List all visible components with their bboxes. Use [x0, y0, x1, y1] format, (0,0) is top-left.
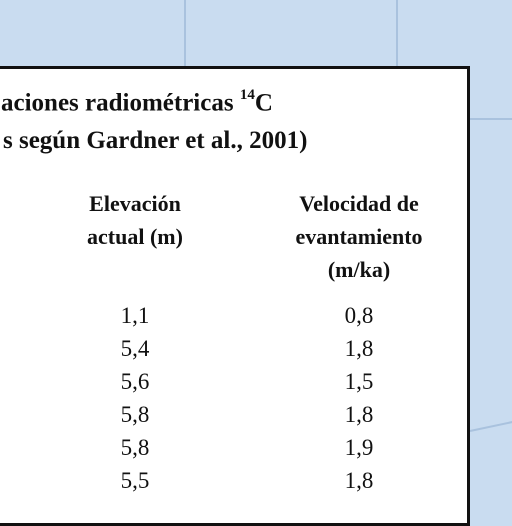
elevation-cell: 5,6: [120, 369, 150, 394]
velocity-cell: 1,9: [344, 435, 374, 460]
table-title-superscript: 14: [239, 87, 255, 103]
column-header-line: Elevación: [89, 191, 181, 216]
elevation-cell: 5,8: [120, 435, 150, 460]
column-header-line: (m/ka): [327, 257, 391, 282]
table-title-text: aciones radiométricas: [1, 89, 240, 117]
background-grid-line: [184, 0, 186, 70]
velocity-cell: 1,8: [344, 336, 374, 361]
column-header-line: Velocidad de: [299, 191, 419, 216]
elevation-cell: 1,1: [120, 303, 150, 328]
table-row: 5,8 1,9: [0, 435, 467, 468]
column-header-line: actual (m): [87, 224, 183, 249]
document-table-panel: aciones radiométricas 14C s según Gardne…: [0, 66, 470, 526]
table-body: 1,1 0,8 5,4 1,8 5,6 1,5 5,8 1,8 5,8 1,9 …: [0, 303, 467, 501]
velocity-cell: 1,5: [344, 369, 374, 394]
column-header-velocity: Velocidad de evantamiento (m/ka): [261, 187, 457, 286]
table-row: 5,8 1,8: [0, 402, 467, 435]
background-grid-line: [469, 417, 512, 432]
table-row: 5,6 1,5: [0, 369, 467, 402]
velocity-cell: 0,8: [344, 303, 374, 328]
elevation-cell: 5,5: [120, 468, 150, 493]
background-grid-line: [396, 0, 398, 70]
velocity-cell: 1,8: [344, 468, 374, 493]
table-title-line-1: aciones radiométricas 14C: [1, 87, 273, 117]
table-row: 5,5 1,8: [0, 468, 467, 501]
column-header-line: evantamiento: [295, 224, 423, 249]
elevation-cell: 5,4: [120, 336, 150, 361]
table-title-tail: C: [254, 89, 273, 117]
column-header-elevation: Elevación actual (m): [47, 187, 223, 253]
table-row: 5,4 1,8: [0, 336, 467, 369]
background-grid-line: [470, 118, 512, 120]
table-row: 1,1 0,8: [0, 303, 467, 336]
velocity-cell: 1,8: [344, 402, 374, 427]
elevation-cell: 5,8: [120, 402, 150, 427]
table-title-line-2: s según Gardner et al., 2001): [3, 127, 308, 154]
